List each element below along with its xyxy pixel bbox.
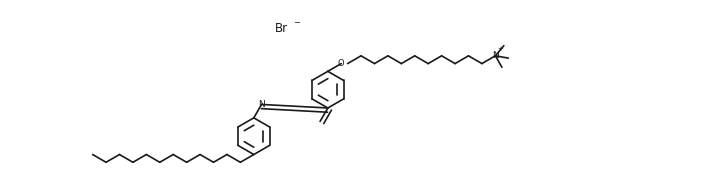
- Text: N: N: [258, 100, 265, 109]
- Text: Br: Br: [275, 22, 288, 35]
- Text: O: O: [338, 59, 345, 68]
- Text: N: N: [492, 51, 498, 60]
- Text: −: −: [293, 18, 300, 27]
- Text: +: +: [497, 46, 503, 52]
